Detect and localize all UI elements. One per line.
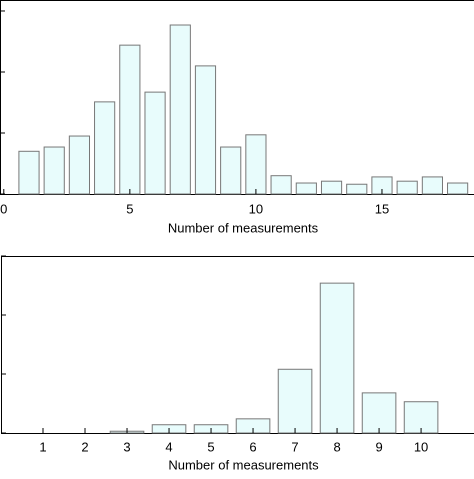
bar — [321, 181, 341, 194]
bar — [347, 184, 367, 194]
bar — [271, 176, 291, 194]
x-tick-label: 7 — [291, 439, 298, 454]
bar — [362, 393, 396, 433]
bar — [69, 136, 89, 194]
bar — [19, 151, 39, 194]
x-tick-label: 2 — [81, 439, 88, 454]
bar — [422, 177, 442, 194]
x-tick-label: 8 — [333, 439, 340, 454]
x-tick-label: 1 — [39, 439, 46, 454]
bar — [278, 369, 312, 433]
x-tick-label: 0 — [0, 201, 7, 216]
x-tick-label: 10 — [414, 439, 428, 454]
x-tick-label: 10 — [249, 201, 263, 216]
x-axis-label: Number of measurements — [168, 457, 319, 472]
plot-frame — [2, 257, 474, 434]
bar — [195, 66, 215, 194]
x-tick-label: 5 — [126, 201, 133, 216]
bar — [296, 183, 316, 194]
x-tick-label: 5 — [207, 439, 214, 454]
x-tick-label: 3 — [123, 439, 130, 454]
bar — [95, 102, 115, 194]
bar — [448, 183, 468, 194]
bar — [170, 25, 190, 194]
x-tick-label: 15 — [375, 201, 389, 216]
bar — [320, 283, 354, 433]
bar — [44, 147, 64, 194]
x-axis-label: Number of measurements — [168, 220, 319, 235]
x-tick-label: 9 — [375, 439, 382, 454]
bar — [246, 135, 266, 194]
x-tick-label: 4 — [165, 439, 172, 454]
bar — [145, 92, 165, 194]
bar — [397, 181, 417, 194]
bar — [120, 45, 140, 194]
bar — [221, 147, 241, 194]
x-tick-label: 6 — [249, 439, 256, 454]
